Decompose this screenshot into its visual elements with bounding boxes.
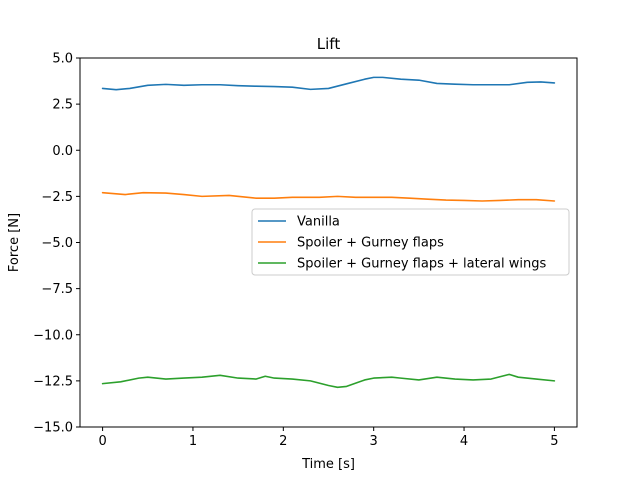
series-line-3 [101, 373, 556, 389]
y-tick-label: −5.0 [41, 236, 73, 251]
x-tick-label: 1 [189, 434, 197, 449]
x-tick-label: 5 [550, 434, 558, 449]
y-tick-label: 0.0 [52, 144, 73, 159]
legend-label-2: Spoiler + Gurney flaps [297, 236, 444, 251]
y-axis-label: Force [N] [7, 213, 22, 272]
y-tick-label: −10.0 [33, 328, 73, 343]
legend-label-1: Vanilla [297, 215, 340, 230]
series-line-1 [101, 76, 556, 91]
y-tick-label: −2.5 [41, 190, 73, 205]
series-line-2 [101, 191, 556, 202]
x-tick-label: 3 [370, 434, 378, 449]
y-tick-label: 2.5 [52, 98, 73, 113]
y-tick-label: −15.0 [33, 421, 73, 436]
y-tick-label: −12.5 [33, 374, 73, 389]
x-axis: 0 1 2 3 4 5 [98, 427, 559, 449]
x-axis-label: Time [s] [301, 457, 355, 472]
y-tick-label: 5.0 [52, 52, 73, 67]
x-tick-label: 4 [460, 434, 468, 449]
y-tick-label: −7.5 [41, 282, 73, 297]
plot-area [101, 76, 556, 389]
x-tick-label: 0 [98, 434, 106, 449]
legend: Vanilla Spoiler + Gurney flaps Spoiler + G… [251, 208, 570, 276]
y-axis: 5.0 2.5 0.0 −2.5 −5.0 −7.5 −10.0 −12.5 −15.0 [33, 52, 80, 436]
chart-title: Lift [317, 35, 341, 53]
legend-box [251, 208, 570, 276]
legend-label-3: Spoiler + Gurney flaps + lateral wings [297, 257, 546, 272]
x-tick-label: 2 [279, 434, 287, 449]
